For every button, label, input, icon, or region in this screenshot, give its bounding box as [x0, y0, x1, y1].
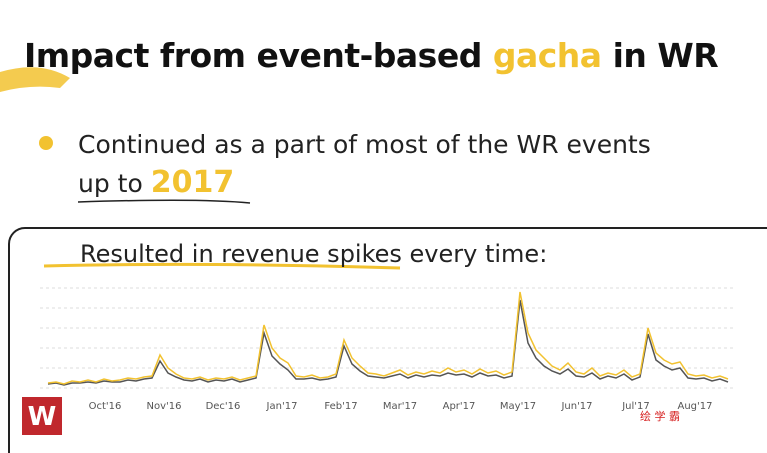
chart-title: Resulted in revenue spikes every time:: [80, 240, 547, 268]
x-tick-label: Feb'17: [324, 401, 357, 412]
title-text: in WR: [612, 36, 719, 75]
x-tick-label: May'17: [500, 401, 536, 412]
bullet-text: up to: [78, 169, 143, 198]
x-tick-label: Mar'17: [383, 401, 417, 412]
x-tick-label: Oct'16: [89, 401, 122, 412]
x-tick-label: Dec'16: [206, 401, 241, 412]
title-highlight: gacha: [492, 36, 602, 75]
bullet-highlight: 2017: [150, 165, 235, 200]
chart-frame: [8, 227, 767, 453]
x-tick-label: Apr'17: [443, 401, 476, 412]
x-tick-label: Aug'17: [678, 401, 713, 412]
slide-title: Impact from event-based gacha in WR: [24, 36, 719, 75]
line: [47, 291, 729, 385]
underline: [77, 199, 251, 204]
logo: [22, 397, 62, 435]
brush-stroke: [0, 67, 70, 92]
bullet-dot: [39, 136, 53, 150]
logo-text: W: [28, 402, 57, 432]
bullet: Continued as a part of most of the WR ev…: [78, 126, 651, 203]
x-tick-label: Nov'16: [147, 401, 182, 412]
title-text: Impact from event-based: [24, 36, 482, 75]
line: [47, 299, 729, 386]
watermark: 绘 学 霸: [640, 409, 680, 423]
underline: [43, 262, 401, 270]
x-tick-label: Jan'17: [266, 401, 298, 412]
x-tick-label: Jul'17: [621, 401, 650, 412]
x-tick-label: Jun'17: [560, 401, 592, 412]
bullet-text: Continued as a part of most of the WR ev…: [78, 130, 651, 159]
